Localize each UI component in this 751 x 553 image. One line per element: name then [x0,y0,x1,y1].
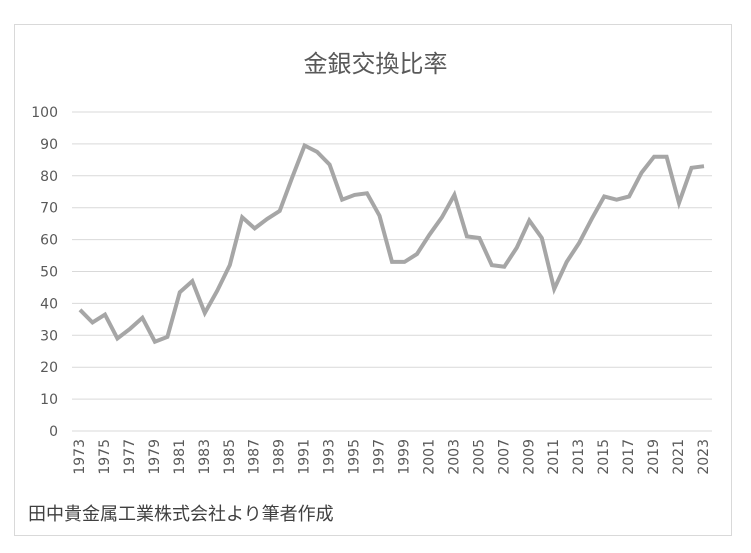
data-point [590,217,594,221]
series-line-0 [78,142,705,345]
data-point [115,336,119,340]
x-tick-label: 2023 [696,439,712,475]
data-point [153,340,157,344]
data-point [140,316,144,320]
data-point [203,311,207,315]
data-point [415,252,419,256]
x-tick-label: 2001 [421,439,437,475]
x-tick-label: 1993 [322,439,338,475]
data-point [265,217,269,221]
data-point [477,236,481,240]
y-tick-label: 70 [40,201,58,217]
chart-title: 金銀交換比率 [303,50,448,78]
x-tick-label: 1989 [272,439,288,475]
x-tick-label: 2013 [571,439,587,475]
data-point [402,260,406,264]
data-point [627,195,631,199]
data-point [90,321,94,325]
data-point [215,289,219,293]
data-point [353,193,357,197]
source-note: 田中貴金属工業株式会社より筆者作成 [28,504,334,525]
data-point [640,171,644,175]
x-tick-label: 1997 [372,439,388,475]
data-point [702,164,706,168]
x-tick-label: 1983 [197,439,213,475]
x-tick-label: 1977 [122,439,138,475]
data-point [378,214,382,218]
y-tick-label: 50 [40,265,58,281]
x-tick-label: 1999 [396,439,412,475]
data-point [427,233,431,237]
data-point [652,155,656,159]
x-tick-label: 2021 [671,439,687,475]
data-point [128,327,132,331]
data-point [290,175,294,179]
data-point [527,218,531,222]
y-tick-label: 80 [40,169,58,185]
data-point [540,236,544,240]
data-point [165,335,169,339]
data-point [502,265,506,269]
x-tick-label: 1981 [172,439,188,475]
x-tick-label: 1979 [147,439,163,475]
data-point [677,201,681,205]
data-point [328,163,332,167]
x-tick-label: 1975 [97,439,113,475]
data-point [390,260,394,264]
data-point [103,313,107,317]
data-point [552,287,556,291]
x-tick-label: 1995 [347,439,363,475]
data-point [340,198,344,202]
x-tick-label: 2007 [496,439,512,475]
y-tick-label: 30 [40,328,58,344]
x-tick-label: 2003 [446,439,462,475]
data-point [665,155,669,159]
data-point [278,209,282,213]
chart-area [14,24,732,536]
y-tick-label: 100 [31,105,58,121]
data-point [615,198,619,202]
data-point [190,279,194,283]
x-tick-label: 1985 [222,439,238,475]
data-point [303,143,307,147]
data-point [602,195,606,199]
x-tick-label: 2005 [471,439,487,475]
data-point [577,241,581,245]
x-tick-label: 2009 [521,439,537,475]
data-point [228,263,232,267]
x-tick-label: 1973 [72,439,88,475]
data-point [440,215,444,219]
y-tick-label: 10 [40,392,58,408]
data-point [253,226,257,230]
x-tick-label: 2019 [646,439,662,475]
data-point [452,193,456,197]
data-point [240,215,244,219]
y-tick-label: 60 [40,233,58,249]
data-point [690,166,694,170]
y-tick-label: 20 [40,360,58,376]
x-tick-label: 2017 [621,439,637,475]
x-tick-label: 2015 [596,439,612,475]
data-point [315,150,319,154]
y-tick-label: 90 [40,137,58,153]
data-point [465,234,469,238]
data-point [515,246,519,250]
y-tick-label: 40 [40,296,58,312]
x-tick-label: 2011 [546,439,562,475]
x-tick-label: 1987 [247,439,263,475]
data-point [78,308,82,312]
data-point [178,290,182,294]
data-point [490,263,494,267]
data-point [365,191,369,195]
y-tick-label: 0 [49,424,58,440]
data-point [565,260,569,264]
x-tick-label: 1991 [297,439,313,475]
